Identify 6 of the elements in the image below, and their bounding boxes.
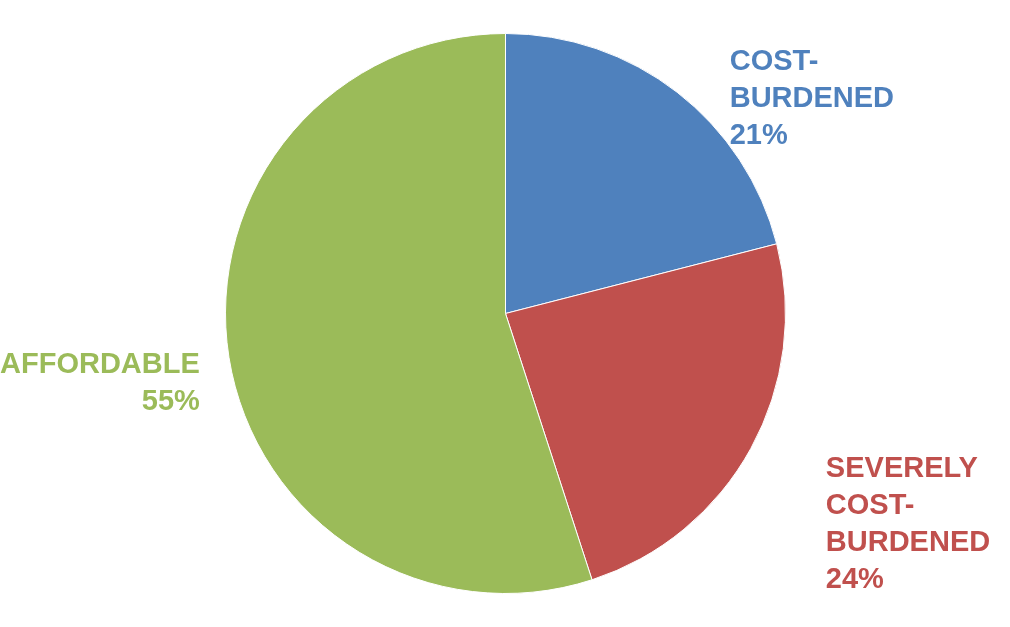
slice-label: SEVERELY COST-BURDENED [825,450,991,557]
slice-label: COST-BURDENED [729,43,895,113]
data-label: 21% [729,117,788,150]
data-label: 55% [141,383,201,416]
slice-label: AFFORDABLE [0,346,200,379]
data-label: 24% [825,561,885,594]
